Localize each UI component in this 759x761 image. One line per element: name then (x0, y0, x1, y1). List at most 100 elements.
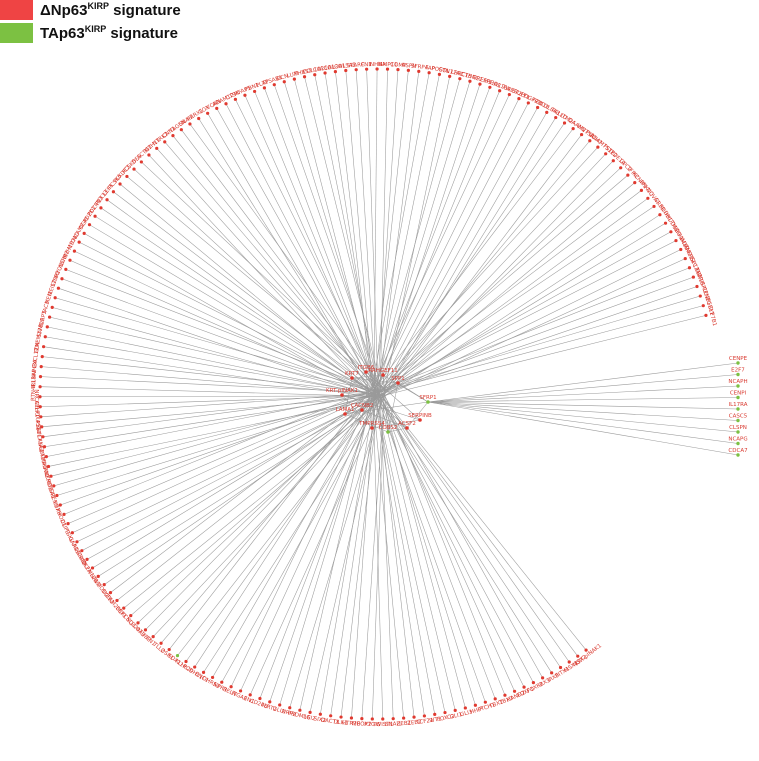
ring-edge (110, 393, 371, 592)
ring-edge (55, 298, 372, 390)
cluster-edge (428, 402, 738, 421)
ring-node (68, 259, 71, 262)
ring-edge (371, 73, 429, 392)
ring-node (679, 248, 682, 251)
ring-node (99, 206, 102, 209)
ring-edge (49, 399, 379, 467)
ring-node (42, 345, 45, 348)
ring-node (664, 222, 667, 225)
hub-label: ACSF2 (398, 421, 416, 427)
cluster-label: NCAPG (728, 437, 747, 443)
network-edges (40, 69, 738, 719)
ring-edge (64, 390, 371, 514)
ring-node (503, 694, 506, 697)
ring-node (46, 325, 49, 328)
ring-edge (378, 393, 414, 718)
ring-node (674, 239, 677, 242)
ring-node (288, 706, 291, 709)
ring-node (329, 714, 332, 717)
ring-edge (250, 397, 384, 695)
ring-node (640, 189, 643, 192)
ring-node (202, 671, 205, 674)
hub-label: SERPINB (408, 413, 432, 419)
ring-node (464, 706, 467, 709)
ring-edge (98, 396, 384, 576)
ring-node (78, 241, 81, 244)
hub-label: SFRP1 (419, 395, 436, 401)
ring-edge (375, 277, 694, 394)
ring-node (513, 690, 516, 693)
ring-node (626, 174, 629, 177)
ring-edge (186, 390, 380, 661)
ring-edge (217, 108, 376, 391)
ring-node (688, 266, 691, 269)
ring-edge (131, 396, 385, 616)
ring-node (652, 205, 655, 208)
ring-edge (383, 287, 697, 394)
ring-node (702, 304, 705, 307)
cluster-label: E2F7 (731, 368, 745, 374)
ring-edge (380, 259, 686, 399)
ring-node (559, 666, 562, 669)
ring-node (41, 355, 44, 358)
ring-edge (377, 70, 398, 399)
ring-node (168, 648, 171, 651)
ring-edge (384, 296, 700, 390)
ring-edge (351, 390, 375, 718)
ring-node (433, 713, 436, 716)
ring-node (669, 230, 672, 233)
ring-edge (373, 190, 642, 394)
ring-node (39, 375, 42, 378)
ring-edge (382, 315, 706, 395)
ring-edge (177, 398, 379, 656)
ring-node (258, 697, 261, 700)
ring-node (44, 335, 47, 338)
cluster-label: IL17RA (728, 402, 747, 408)
ring-edge (235, 99, 380, 391)
ring-node (360, 717, 363, 720)
ring-edge (320, 390, 376, 714)
cluster-edge (428, 363, 738, 402)
ring-edge (373, 390, 552, 673)
ring-edge (226, 104, 376, 393)
ring-edge (294, 79, 376, 396)
ring-node (381, 717, 384, 720)
ring-edge (380, 397, 524, 687)
ring-edge (373, 147, 598, 392)
ring-edge (315, 75, 379, 394)
ring-node (93, 215, 96, 218)
cluster-edge (428, 402, 738, 432)
ring-edge (374, 392, 424, 715)
ring-node (371, 717, 374, 720)
ring-edge (50, 317, 375, 391)
ring-edge (380, 69, 387, 397)
ring-node (339, 715, 342, 718)
hub-label: ARHGEF11 (368, 368, 398, 374)
ring-node (319, 713, 322, 716)
ring-node (105, 198, 108, 201)
ring-node (184, 660, 187, 663)
ring-node (278, 703, 281, 706)
ring-node (402, 716, 405, 719)
ring-node (38, 385, 41, 388)
ring-node (633, 181, 636, 184)
ring-node (57, 287, 60, 290)
ring-node (658, 213, 661, 216)
ring-node (646, 197, 649, 200)
ring-node (684, 257, 687, 260)
ring-edge (384, 135, 582, 396)
ring-node (532, 681, 535, 684)
ring-edge (141, 162, 384, 390)
ring-edge (356, 70, 376, 395)
ring-edge (373, 268, 690, 393)
ring-edge (382, 112, 547, 398)
cluster-label: CENPI (730, 391, 747, 397)
ring-edge (381, 123, 565, 391)
ring-edge (335, 72, 372, 392)
ring-node (541, 676, 544, 679)
ring-edge (331, 392, 378, 715)
ring-node (83, 232, 86, 235)
ring-node (308, 711, 311, 714)
ring-node (695, 285, 698, 288)
ring-node (584, 649, 587, 652)
